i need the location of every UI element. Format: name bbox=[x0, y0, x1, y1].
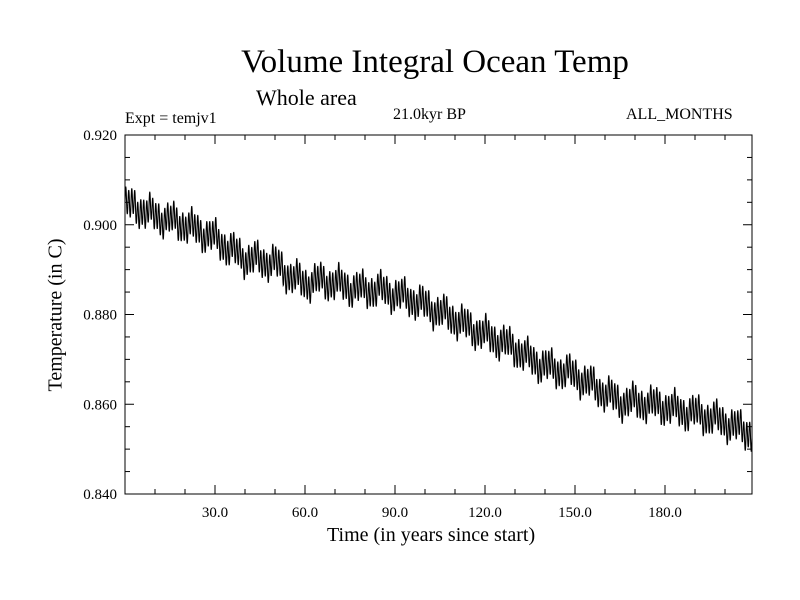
y-tick-label: 0.860 bbox=[83, 397, 117, 413]
x-tick-label: 120.0 bbox=[468, 505, 502, 521]
y-tick-label: 0.900 bbox=[83, 218, 117, 234]
y-tick-label: 0.840 bbox=[83, 487, 117, 503]
x-tick-label: 180.0 bbox=[648, 505, 682, 521]
x-tick-label: 150.0 bbox=[558, 505, 592, 521]
series-line-temjv1 bbox=[124, 186, 753, 452]
y-tick-label: 0.920 bbox=[83, 128, 117, 144]
chart-subtitle: Whole area bbox=[256, 85, 357, 110]
months-label: ALL_MONTHS bbox=[626, 106, 733, 123]
chart-title: Volume Integral Ocean Temp bbox=[241, 44, 629, 80]
y-tick-label: 0.880 bbox=[83, 308, 117, 324]
x-tick-label: 30.0 bbox=[202, 505, 228, 521]
x-tick-label: 60.0 bbox=[292, 505, 318, 521]
x-axis-label: Time (in years since start) bbox=[327, 524, 536, 546]
x-tick-label: 90.0 bbox=[382, 505, 408, 521]
period-label: 21.0kyr BP bbox=[393, 106, 466, 123]
experiment-label: Expt = temjv1 bbox=[125, 110, 217, 127]
